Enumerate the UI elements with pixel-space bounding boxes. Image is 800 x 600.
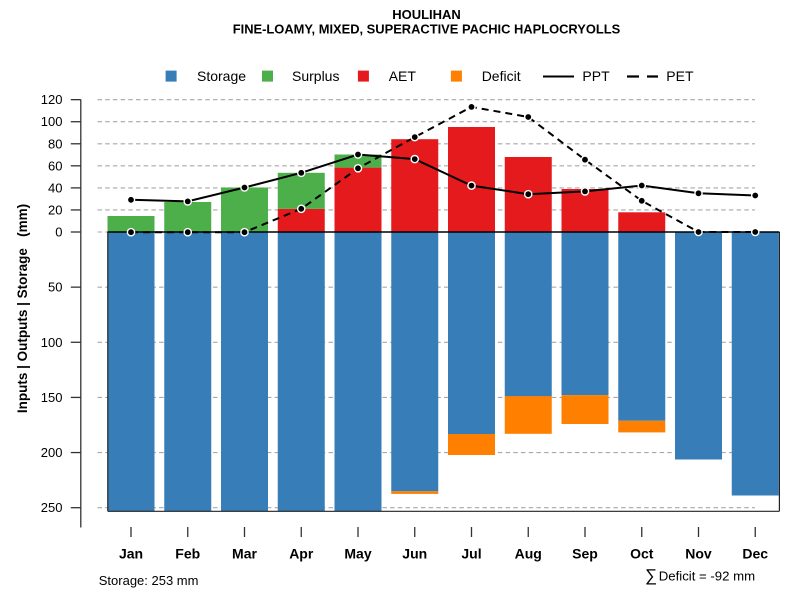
svg-text:100: 100 [41, 114, 63, 129]
svg-text:Jul: Jul [461, 546, 481, 562]
svg-text:20: 20 [48, 202, 62, 217]
svg-text:HOULIHAN: HOULIHAN [392, 7, 461, 22]
svg-text:0: 0 [55, 225, 62, 240]
svg-text:PET: PET [666, 68, 694, 84]
svg-text:100: 100 [41, 335, 63, 350]
svg-text:40: 40 [48, 180, 62, 195]
svg-text:Aug: Aug [515, 546, 542, 562]
svg-text:Jun: Jun [402, 546, 427, 562]
svg-text:Apr: Apr [289, 546, 314, 562]
svg-text:Mar: Mar [232, 546, 257, 562]
svg-text:Deficit: Deficit [482, 68, 521, 84]
svg-text:200: 200 [41, 445, 63, 460]
svg-text:Sep: Sep [572, 546, 598, 562]
svg-text:80: 80 [48, 136, 62, 151]
svg-text:Oct: Oct [630, 546, 654, 562]
svg-text:Deficit = -92 mm: Deficit = -92 mm [659, 569, 755, 584]
svg-text:Dec: Dec [742, 546, 768, 562]
svg-text:Nov: Nov [685, 546, 712, 562]
svg-text:Storage: Storage [197, 68, 246, 84]
svg-text:120: 120 [41, 92, 63, 107]
svg-text:∑: ∑ [645, 566, 657, 585]
svg-text:Jan: Jan [119, 546, 143, 562]
svg-text:PPT: PPT [582, 68, 610, 84]
svg-text:60: 60 [48, 158, 62, 173]
svg-text:Inputs | Outputs | Storage (: Inputs | Outputs | Storage (mm) [15, 204, 30, 413]
svg-text:May: May [344, 546, 371, 562]
svg-text:Surplus: Surplus [292, 68, 339, 84]
svg-text:FINE-LOAMY, MIXED, SUPERACTIVE: FINE-LOAMY, MIXED, SUPERACTIVE PACHIC HA… [233, 22, 621, 37]
svg-text:Storage: 253 mm: Storage: 253 mm [99, 573, 199, 588]
svg-text:Feb: Feb [175, 546, 200, 562]
svg-text:250: 250 [41, 500, 63, 515]
svg-text:50: 50 [48, 280, 62, 295]
svg-text:150: 150 [41, 390, 63, 405]
svg-text:AET: AET [389, 68, 417, 84]
